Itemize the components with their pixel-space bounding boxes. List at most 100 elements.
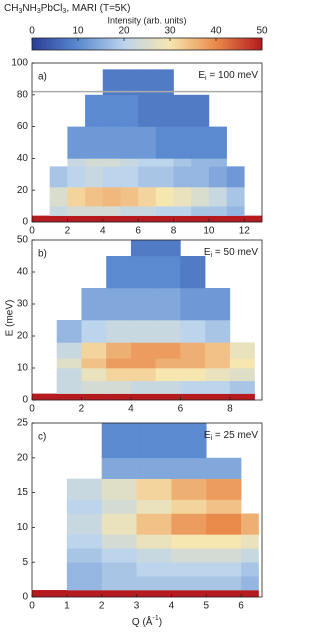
heatmap-cell bbox=[101, 513, 137, 535]
heatmap-cell bbox=[85, 166, 104, 188]
x-tick-label: 0 bbox=[29, 226, 35, 237]
heatmap-cell bbox=[66, 548, 102, 563]
heatmap-cell bbox=[191, 94, 210, 127]
colorbar-swatch bbox=[190, 38, 194, 50]
incident-energy: Ei = 25 meV bbox=[204, 430, 258, 443]
x-tick-label: 0 bbox=[29, 404, 35, 415]
heatmap-cell bbox=[102, 126, 121, 159]
heatmap-cell bbox=[155, 380, 181, 394]
heatmap-cell bbox=[120, 126, 139, 159]
heatmap-cell bbox=[106, 320, 132, 343]
colorbar-tick-label: 40 bbox=[210, 26, 222, 37]
colorbar-swatch bbox=[82, 38, 86, 50]
heatmap-cell bbox=[66, 478, 102, 500]
heatmap-cell bbox=[173, 206, 192, 216]
y-tick-label: 20 bbox=[17, 331, 29, 342]
panel-label: a) bbox=[38, 72, 47, 83]
panel-label: b) bbox=[38, 249, 47, 260]
heatmap-cell bbox=[155, 288, 181, 321]
y-axis-label: E (meV) bbox=[5, 300, 16, 337]
y-tick-label: 100 bbox=[11, 58, 28, 69]
heatmap-cell bbox=[155, 342, 181, 359]
x-tick-label: 8 bbox=[171, 226, 177, 237]
heatmap-cell bbox=[85, 187, 104, 207]
x-tick-label: 6 bbox=[178, 404, 184, 415]
heatmap-cell bbox=[205, 393, 231, 401]
colorbar-swatch bbox=[176, 38, 180, 50]
heatmap-cell bbox=[106, 256, 132, 289]
heatmap-cell bbox=[67, 158, 86, 167]
colorbar-swatch bbox=[202, 38, 205, 50]
heatmap-cell bbox=[180, 342, 206, 359]
heatmap-cell bbox=[205, 320, 231, 343]
colorbar-swatch bbox=[222, 38, 226, 50]
heatmap-cell bbox=[205, 380, 231, 394]
heatmap-cell bbox=[81, 380, 107, 394]
heatmap-cell bbox=[120, 206, 139, 216]
heatmap-cell bbox=[136, 534, 172, 549]
heatmap-cell bbox=[138, 215, 157, 223]
colorbar-swatch bbox=[91, 38, 95, 50]
heatmap-cell bbox=[180, 380, 206, 394]
heatmap-cell bbox=[136, 548, 172, 563]
heatmap-cell bbox=[106, 358, 132, 369]
colorbar-swatch bbox=[183, 38, 187, 50]
heatmap-cell bbox=[171, 590, 207, 598]
heatmap-cell bbox=[173, 158, 192, 167]
heatmap-cell bbox=[67, 166, 86, 188]
colorbar-frame bbox=[31, 37, 263, 51]
heatmap-cell bbox=[56, 368, 82, 382]
y-tick-label: 80 bbox=[17, 89, 29, 100]
script-text: 3 bbox=[62, 8, 66, 15]
heatmap-cell bbox=[102, 158, 121, 167]
colorbar-swatch bbox=[144, 38, 148, 50]
heatmap-cell bbox=[173, 166, 192, 188]
colorbar-swatch bbox=[174, 38, 178, 50]
heatmap-cell bbox=[81, 320, 107, 343]
colorbar-swatch bbox=[119, 38, 123, 50]
heatmap-cell bbox=[66, 534, 102, 549]
colorbar-swatch bbox=[153, 38, 157, 50]
incident-energy: Ei = 50 meV bbox=[204, 247, 258, 260]
x-tick-label: 3 bbox=[134, 601, 140, 612]
heatmap-cell bbox=[130, 256, 156, 289]
colorbar-swatch bbox=[250, 38, 254, 50]
heatmap-cell bbox=[67, 187, 86, 207]
colorbar-swatch bbox=[75, 38, 79, 50]
y-tick-label: 20 bbox=[17, 185, 29, 196]
heatmap-cell bbox=[180, 393, 206, 401]
heatmap-cell bbox=[81, 358, 107, 369]
colorbar-swatch bbox=[45, 38, 49, 50]
heatmap-cell bbox=[155, 206, 174, 216]
heatmap-cell bbox=[101, 423, 137, 459]
heatmap-cell bbox=[206, 534, 242, 549]
colorbar-swatch bbox=[167, 38, 171, 50]
heatmap-cell bbox=[206, 562, 242, 577]
colorbar-swatch bbox=[114, 38, 118, 50]
heatmap-cell bbox=[130, 393, 156, 401]
heatmap-cell bbox=[120, 187, 139, 207]
script-text: i bbox=[205, 75, 207, 82]
heatmap-cell bbox=[208, 126, 227, 159]
colorbar-swatch bbox=[236, 38, 240, 50]
colorbar-swatch bbox=[156, 38, 159, 50]
heatmap-cell bbox=[67, 126, 86, 159]
script-text: i bbox=[211, 435, 213, 442]
figure-title: CH3NH3PbCl3, MARI (T=5K) bbox=[4, 3, 131, 16]
colorbar-swatch bbox=[43, 38, 47, 50]
colorbar-swatch bbox=[110, 38, 113, 50]
heatmap-cell bbox=[171, 576, 207, 591]
script-text: i bbox=[211, 252, 213, 259]
heatmap-cell bbox=[229, 358, 255, 369]
heatmap-cell bbox=[138, 94, 157, 127]
heatmap-cell bbox=[138, 206, 157, 216]
colorbar-swatch bbox=[213, 38, 217, 50]
colorbar-swatch bbox=[133, 38, 136, 50]
colorbar-swatch bbox=[105, 38, 109, 50]
colorbar-swatch bbox=[80, 38, 84, 50]
heatmap-cell bbox=[173, 94, 192, 127]
heatmap-cell bbox=[136, 590, 172, 598]
heatmap-cell bbox=[155, 158, 174, 167]
colorbar-swatch bbox=[252, 38, 256, 50]
heatmap-cell bbox=[136, 423, 172, 459]
